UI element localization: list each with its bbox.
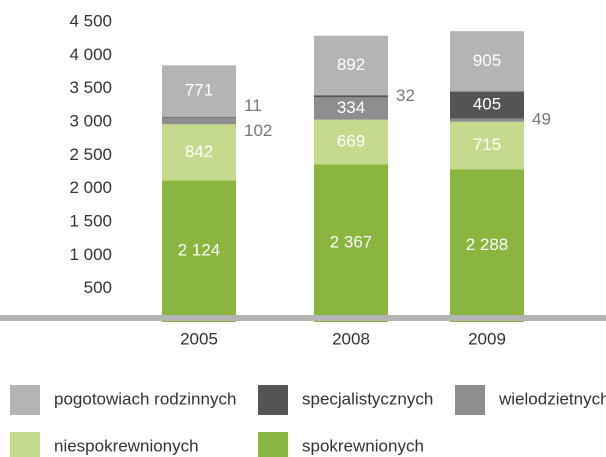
bar-segment	[314, 35, 388, 96]
value-label: 2 124	[178, 241, 221, 260]
bar-segment	[162, 180, 236, 322]
legend-swatch	[258, 432, 288, 457]
x-tick-label: 2005	[180, 329, 218, 348]
x-tick-label: 2009	[468, 329, 506, 348]
value-label: 102	[244, 121, 272, 140]
legend-label: specjalistycznych	[302, 389, 433, 408]
legend-swatch	[10, 385, 40, 415]
bar-segment	[314, 164, 388, 322]
value-label: 771	[185, 81, 213, 100]
y-tick-label: 4 500	[69, 11, 112, 30]
value-label: 905	[473, 51, 501, 70]
value-label: 32	[396, 86, 415, 105]
bar-segment	[314, 95, 388, 98]
x-tick-label: 2008	[332, 329, 370, 348]
bar-segment	[162, 117, 236, 125]
legend-swatch	[10, 432, 40, 457]
bar-segment	[450, 91, 524, 119]
bar-segment	[162, 116, 236, 118]
bar-segment	[162, 65, 236, 117]
bar-segment	[450, 31, 524, 92]
bar-segment	[450, 121, 524, 170]
bar-segment	[450, 118, 524, 122]
bar-segment	[162, 124, 236, 181]
legend-label: niespokrewnionych	[54, 436, 199, 455]
y-tick-label: 500	[84, 278, 112, 297]
value-label: 2 288	[466, 235, 509, 254]
value-label: 715	[473, 135, 501, 154]
y-tick-label: 1 000	[69, 245, 112, 264]
value-label: 892	[337, 55, 365, 74]
value-label: 2 367	[330, 233, 373, 252]
legend-label: pogotowiach rodzinnych	[54, 389, 236, 408]
legend-label: spokrewnionych	[302, 436, 424, 455]
value-label: 11	[244, 96, 262, 115]
value-label: 334	[337, 98, 365, 117]
bar-segment	[450, 169, 524, 322]
y-tick-label: 3 000	[69, 111, 112, 130]
value-label: 669	[337, 131, 365, 150]
y-tick-label: 1 500	[69, 211, 112, 230]
legend-swatch	[258, 385, 288, 415]
baseline	[0, 315, 606, 321]
y-tick-label: 2 500	[69, 145, 112, 164]
legend-swatch	[455, 385, 485, 415]
legend-label: wielodzietnych	[498, 389, 606, 408]
y-tick-label: 3 500	[69, 78, 112, 97]
bar-segment	[314, 119, 388, 165]
bar-segment	[314, 97, 388, 120]
value-label: 842	[185, 142, 213, 161]
y-tick-label: 2 000	[69, 178, 112, 197]
value-label: 405	[473, 95, 501, 114]
y-tick-label: 4 000	[69, 45, 112, 64]
value-label: 49	[532, 110, 551, 129]
